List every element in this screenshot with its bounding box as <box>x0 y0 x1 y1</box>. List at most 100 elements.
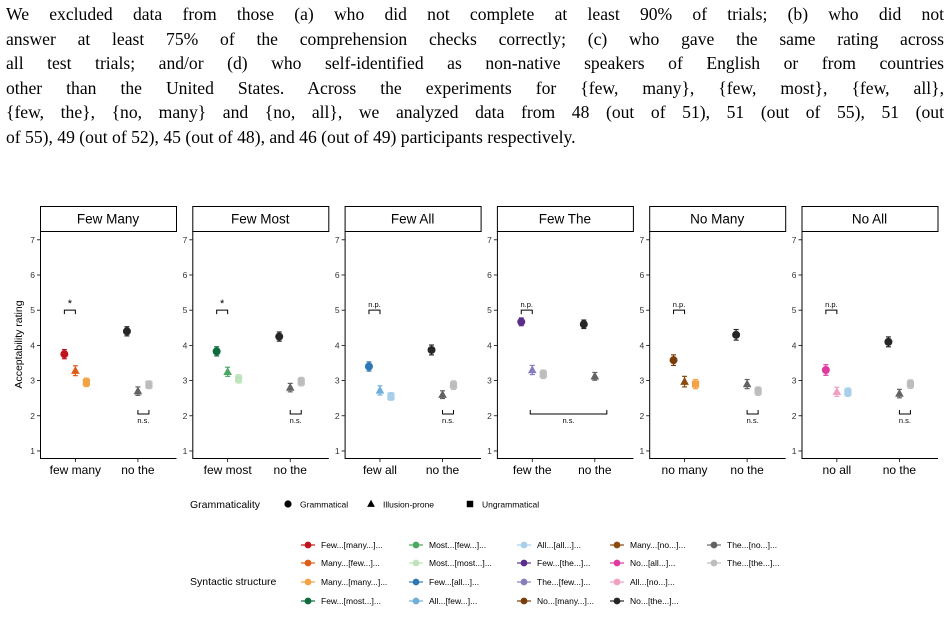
panel-strip <box>40 206 177 232</box>
legend-label: Few...[many...]... <box>321 540 383 550</box>
data-point <box>895 388 904 397</box>
data-point <box>285 382 295 391</box>
significance-label: n.p. <box>521 300 534 309</box>
data-point <box>527 365 537 374</box>
legend-label: The...[few...]... <box>537 577 590 587</box>
panel-title: No All <box>852 212 887 227</box>
y-tick-label: 4 <box>639 340 644 350</box>
significance-bracket <box>520 309 533 315</box>
legend-title: Syntactic structure <box>190 576 277 588</box>
legend-key <box>520 559 528 567</box>
panel-title: Few Many <box>77 212 140 227</box>
legend-key <box>412 597 420 605</box>
y-tick-label: 2 <box>792 411 797 421</box>
data-point <box>844 388 852 396</box>
data-point <box>906 380 915 388</box>
data-point <box>60 350 69 359</box>
legend-key <box>304 578 312 586</box>
significance-label: n.s. <box>290 416 302 425</box>
legend-title: Grammaticality <box>190 499 261 511</box>
significance-label: * <box>68 298 73 310</box>
x-tick-label: no the <box>121 463 155 477</box>
panel-title: Few The <box>539 212 591 227</box>
panel-strip <box>801 206 939 232</box>
paragraph-line: other than the United States. Across the… <box>6 77 944 98</box>
paragraph-line: {few, the}, {no, many} and {no, all}, we… <box>6 102 944 122</box>
y-tick-label: 1 <box>30 446 35 456</box>
panel-strip <box>192 206 330 232</box>
legend-label: Many...[no...]... <box>630 540 686 550</box>
legend-key <box>466 500 474 508</box>
y-tick-label: 6 <box>487 270 492 280</box>
legend-key <box>284 500 292 508</box>
legend-label: Most...[few...]... <box>429 540 486 550</box>
significance-bracket <box>529 410 608 415</box>
y-tick-label: 6 <box>183 270 188 280</box>
paragraph-line: answer at least 75% of the comprehension… <box>6 28 944 49</box>
significance-label: n.p. <box>673 300 686 309</box>
y-tick-label: 5 <box>639 305 644 315</box>
y-tick-label: 3 <box>487 376 492 386</box>
data-point <box>590 371 600 380</box>
y-tick-label: 2 <box>335 411 340 421</box>
legend-key <box>613 597 621 605</box>
legend-label: The...[the...]... <box>727 558 779 568</box>
legend-label: Ungrammatical <box>482 500 539 510</box>
significance-bracket <box>368 309 381 315</box>
y-tick-label: 7 <box>487 235 492 245</box>
legend-key <box>613 559 621 567</box>
legend-key <box>412 541 420 549</box>
y-tick-label: 2 <box>30 411 35 421</box>
x-tick-label: no the <box>426 463 460 477</box>
significance-label: n.s. <box>899 416 911 425</box>
panel-strip <box>496 206 634 232</box>
data-point <box>297 378 305 386</box>
y-tick-label: 7 <box>792 235 797 245</box>
significance-label: n.p. <box>368 300 381 309</box>
x-tick-label: no the <box>883 463 917 477</box>
significance-bracket <box>63 309 76 315</box>
significance-label: n.s. <box>137 416 149 425</box>
legend-key <box>304 541 312 549</box>
x-tick-label: few most <box>204 463 253 477</box>
y-tick-label: 4 <box>183 340 188 350</box>
data-point <box>821 366 830 375</box>
legend-label: All...[no...]... <box>630 577 675 587</box>
legend-label: Illusion-prone <box>383 500 434 510</box>
data-point <box>82 378 90 386</box>
legend-label: The...[no...]... <box>727 540 777 550</box>
data-point <box>145 381 153 389</box>
significance-label: n.s. <box>442 416 454 425</box>
acceptability-chart: Acceptability rating Few Many 1 2 3 4 5 6 7 few m… <box>13 206 939 606</box>
y-tick-label: 7 <box>335 235 340 245</box>
y-tick-label: 1 <box>183 446 188 456</box>
panel-title: Few All <box>391 212 435 227</box>
data-point <box>275 332 284 341</box>
legend-key <box>520 541 528 549</box>
data-point <box>449 381 458 389</box>
data-point <box>732 330 741 339</box>
significance-bracket <box>898 410 911 415</box>
legend-key <box>613 578 621 586</box>
data-point <box>579 320 588 329</box>
legend-key <box>613 541 621 549</box>
body-paragraph: We excluded data from those (a) who did … <box>6 2 944 149</box>
legend-label: Grammatical <box>300 500 348 510</box>
panel-strip <box>344 206 482 232</box>
y-axis-title: Acceptability rating <box>13 300 25 388</box>
y-tick-label: 4 <box>335 340 340 350</box>
legend-key <box>520 597 528 605</box>
legend-key <box>367 499 375 507</box>
data-point <box>884 337 893 346</box>
legend-label: Few...[most...]... <box>321 596 381 606</box>
data-point <box>539 370 547 378</box>
legend-key <box>304 597 312 605</box>
y-tick-label: 5 <box>30 305 35 315</box>
data-point <box>754 387 762 395</box>
legend-label: No...[all...]... <box>630 558 675 568</box>
y-tick-label: 6 <box>30 270 35 280</box>
data-point <box>235 375 243 383</box>
y-tick-label: 3 <box>792 376 797 386</box>
data-point <box>691 380 700 388</box>
x-tick-label: few the <box>513 463 552 477</box>
